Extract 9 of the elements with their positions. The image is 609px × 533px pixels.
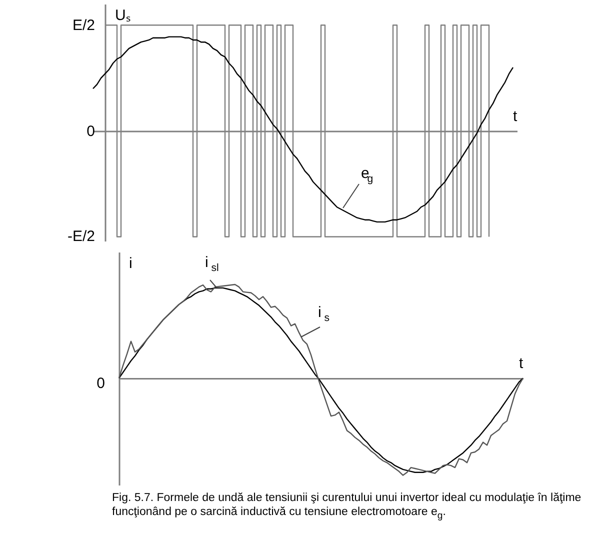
x-axis-title: t	[519, 355, 524, 372]
annotation: -E/2	[67, 228, 95, 245]
y-axis-title: i	[129, 255, 132, 272]
annotation: 0	[86, 123, 95, 140]
x-axis-title: t	[513, 108, 518, 125]
caption: Fig. 5.7. Formele de undă ale tensiunii şi curentului unui invertor ideal cu modulaţie în lăţime funcţionând pe o sarcină inductivă cu tensiune electromotoare e$_{g}$.	[112, 491, 582, 524]
y-axis-title: Uₛ	[115, 7, 131, 24]
text: 0	[96, 375, 105, 392]
annotation: E/2	[72, 17, 95, 34]
